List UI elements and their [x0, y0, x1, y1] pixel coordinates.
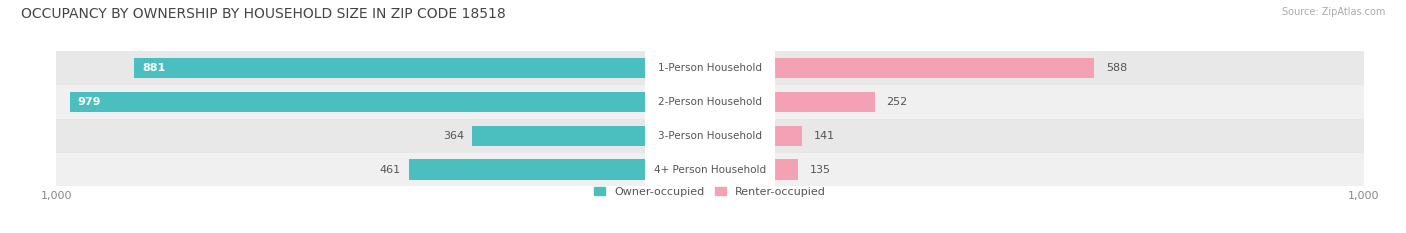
Bar [409, 159, 710, 180]
Text: Source: ZipAtlas.com: Source: ZipAtlas.com [1281, 7, 1385, 17]
FancyBboxPatch shape [645, 59, 775, 213]
Text: 364: 364 [443, 131, 464, 141]
Text: 461: 461 [380, 164, 401, 175]
Text: 141: 141 [814, 131, 835, 141]
Bar [56, 119, 1364, 153]
Text: 2-Person Household: 2-Person Household [658, 97, 762, 107]
FancyBboxPatch shape [645, 0, 775, 145]
Text: 881: 881 [142, 63, 165, 73]
Bar [56, 153, 1364, 186]
Legend: Owner-occupied, Renter-occupied: Owner-occupied, Renter-occupied [593, 187, 827, 197]
Bar [710, 58, 1094, 78]
Text: 135: 135 [810, 164, 831, 175]
Text: OCCUPANCY BY OWNERSHIP BY HOUSEHOLD SIZE IN ZIP CODE 18518: OCCUPANCY BY OWNERSHIP BY HOUSEHOLD SIZE… [21, 7, 506, 21]
Text: 588: 588 [1107, 63, 1128, 73]
Bar [472, 126, 710, 146]
Text: 252: 252 [887, 97, 908, 107]
Text: 4+ Person Household: 4+ Person Household [654, 164, 766, 175]
Text: 979: 979 [77, 97, 101, 107]
Bar [70, 92, 710, 112]
Bar [710, 126, 803, 146]
Bar [134, 58, 710, 78]
FancyBboxPatch shape [645, 93, 775, 233]
FancyBboxPatch shape [645, 25, 775, 179]
Bar [710, 159, 799, 180]
Text: 1-Person Household: 1-Person Household [658, 63, 762, 73]
Bar [56, 85, 1364, 119]
Bar [710, 92, 875, 112]
Bar [56, 51, 1364, 85]
Text: 3-Person Household: 3-Person Household [658, 131, 762, 141]
